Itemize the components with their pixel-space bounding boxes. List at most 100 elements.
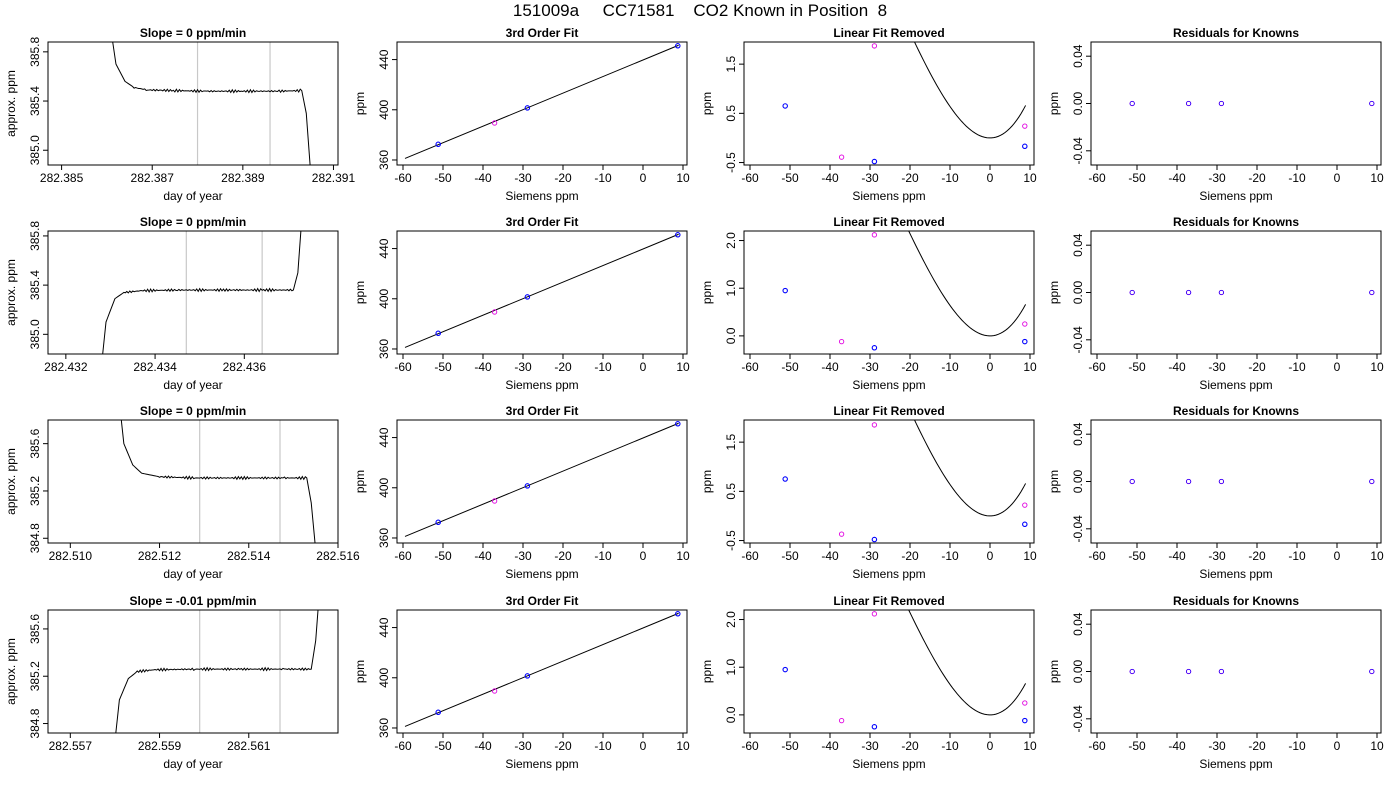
- plot-area: [782, 42, 1028, 165]
- known-point: [675, 43, 681, 49]
- y-tick-label: 0.04: [1071, 233, 1085, 257]
- unknown-point: [491, 120, 498, 126]
- x-tick-label: -20: [1248, 171, 1266, 185]
- residual-point: [1186, 668, 1192, 675]
- x-tick-label: -50: [434, 549, 452, 563]
- y-tick-label: 385.0: [28, 319, 42, 349]
- x-tick-label: -10: [1288, 549, 1306, 563]
- y-tick-label: 400: [377, 288, 391, 308]
- unknown-point: [871, 611, 878, 617]
- x-tick-label: 0: [1334, 171, 1341, 185]
- x-tick-label: 10: [1370, 360, 1384, 374]
- x-tick-label: -50: [434, 360, 452, 374]
- chart-panel: Slope = -0.01 ppm/min day of year approx. …: [4, 594, 339, 771]
- plot-frame: [396, 230, 688, 355]
- x-tick-label: 0: [640, 171, 647, 185]
- x-axis-label: Siemens ppm: [1199, 757, 1272, 771]
- x-tick-label: -10: [941, 171, 959, 185]
- x-tick-label: -50: [1128, 549, 1146, 563]
- x-tick-label: -30: [1208, 360, 1226, 374]
- fit-line: [404, 233, 679, 348]
- unknown-point: [838, 531, 845, 537]
- y-axis-label: ppm: [1047, 660, 1061, 683]
- y-tick-label: 385.2: [28, 661, 42, 691]
- x-tick-label: -20: [901, 739, 919, 753]
- panel-title: 3rd Order Fit: [506, 215, 579, 229]
- known-point: [782, 476, 788, 482]
- y-tick-label: 0.04: [1071, 612, 1085, 636]
- x-tick-label: -40: [821, 549, 839, 563]
- x-axis-label: Siemens ppm: [505, 757, 578, 771]
- plot-area: [404, 232, 681, 348]
- residual-point: [1186, 478, 1192, 485]
- x-axis-label: Siemens ppm: [505, 567, 578, 581]
- y-tick-label: 385.4: [28, 270, 42, 300]
- panel-title: 3rd Order Fit: [506, 404, 579, 418]
- known-point: [524, 294, 531, 300]
- chart-panel: Slope = 0 ppm/min day of year approx. ppm 2…: [4, 404, 360, 581]
- x-axis-label: day of year: [163, 189, 222, 203]
- unknown-point: [1022, 502, 1028, 508]
- x-tick-label: -60: [394, 549, 412, 563]
- y-axis-label: ppm: [353, 92, 367, 115]
- panel-title: Slope = 0 ppm/min: [140, 215, 246, 229]
- y-tick-label: 360: [377, 718, 391, 738]
- x-axis-label: Siemens ppm: [505, 378, 578, 392]
- plot-area: [782, 231, 1028, 351]
- known-point: [675, 611, 681, 617]
- x-tick-label: 10: [1023, 171, 1037, 185]
- y-tick-label: 0.0: [724, 706, 738, 723]
- known-point: [1022, 338, 1028, 345]
- x-tick-label: -30: [861, 739, 879, 753]
- data-line: [102, 231, 302, 354]
- x-tick-label: 10: [1023, 360, 1037, 374]
- known-point: [524, 673, 531, 679]
- residual-point: [1369, 478, 1375, 485]
- residual-point: [1129, 668, 1135, 675]
- residual-point: [1218, 668, 1224, 675]
- x-tick-label: 0: [1334, 549, 1341, 563]
- x-tick-label: -30: [514, 739, 532, 753]
- chart-panel: 3rd Order Fit Siemens ppm ppm -60 -50 -40 -30 -…: [353, 26, 690, 203]
- x-tick-label: -50: [781, 171, 799, 185]
- x-tick-label: 0: [640, 549, 647, 563]
- chart-panel: Linear Fit Removed Siemens ppm ppm -60 -50 -4…: [700, 404, 1037, 581]
- x-tick-label: -40: [474, 549, 492, 563]
- plot-area: [782, 610, 1028, 730]
- x-tick-label: -60: [394, 171, 412, 185]
- x-tick-label: -20: [901, 360, 919, 374]
- x-tick-label: -40: [821, 739, 839, 753]
- panel-title: Residuals for Knowns: [1173, 215, 1299, 229]
- y-axis-label: ppm: [353, 660, 367, 683]
- x-tick-label: -40: [1168, 739, 1186, 753]
- x-tick-label: -40: [1168, 171, 1186, 185]
- unknown-point: [838, 338, 845, 345]
- y-tick-label: 440: [377, 617, 391, 637]
- x-tick-label: -40: [821, 171, 839, 185]
- x-tick-label: 0: [1334, 360, 1341, 374]
- panel-title: Linear Fit Removed: [833, 404, 944, 418]
- fit-curve: [908, 610, 1027, 716]
- residual-point: [1129, 100, 1135, 107]
- x-tick-label: -40: [1168, 360, 1186, 374]
- y-tick-label: 1.5: [724, 55, 738, 72]
- x-axis-label: Siemens ppm: [1199, 567, 1272, 581]
- x-tick-label: -30: [514, 549, 532, 563]
- y-tick-label: 360: [377, 150, 391, 170]
- x-tick-label: -50: [1128, 739, 1146, 753]
- x-axis-label: Siemens ppm: [852, 567, 925, 581]
- x-tick-label: -20: [554, 171, 572, 185]
- plot-frame: [47, 419, 339, 544]
- y-axis-label: ppm: [1047, 470, 1061, 493]
- y-tick-label: 0.00: [1071, 280, 1085, 304]
- residual-point: [1218, 478, 1224, 485]
- x-tick-label: -60: [1088, 739, 1106, 753]
- y-tick-label: 0.0: [724, 327, 738, 344]
- y-axis-label: ppm: [700, 660, 714, 683]
- x-axis-label: day of year: [163, 567, 222, 581]
- residual-point: [1129, 289, 1135, 296]
- panel-title: Linear Fit Removed: [833, 26, 944, 40]
- y-tick-label: 0.5: [724, 483, 738, 500]
- x-axis-label: Siemens ppm: [852, 378, 925, 392]
- unknown-point: [838, 717, 845, 724]
